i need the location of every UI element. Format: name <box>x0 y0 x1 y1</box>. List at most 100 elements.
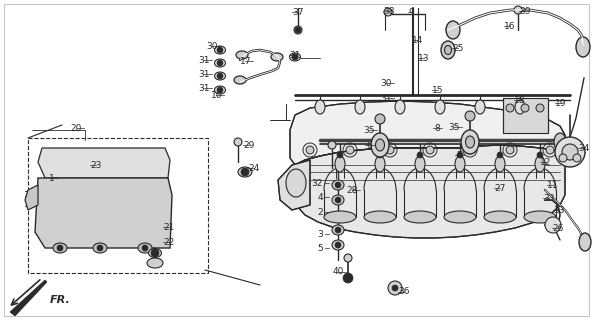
Text: 31: 31 <box>381 93 392 102</box>
Ellipse shape <box>328 141 336 149</box>
Ellipse shape <box>559 154 567 162</box>
Text: 6: 6 <box>366 140 372 149</box>
Text: 17: 17 <box>240 57 251 66</box>
Ellipse shape <box>234 76 246 84</box>
Circle shape <box>217 60 223 66</box>
Circle shape <box>386 146 394 154</box>
Ellipse shape <box>445 45 451 54</box>
Circle shape <box>346 146 354 154</box>
Text: 30: 30 <box>206 42 218 51</box>
Circle shape <box>506 104 514 112</box>
Ellipse shape <box>515 100 525 114</box>
Ellipse shape <box>375 156 385 172</box>
Circle shape <box>377 152 383 158</box>
Ellipse shape <box>332 180 344 190</box>
Circle shape <box>335 197 341 203</box>
Ellipse shape <box>147 258 163 268</box>
Ellipse shape <box>315 100 325 114</box>
Ellipse shape <box>238 167 252 177</box>
Text: 15: 15 <box>432 85 444 94</box>
Text: 7: 7 <box>456 150 462 159</box>
Text: 13: 13 <box>418 53 429 62</box>
Text: 29: 29 <box>243 140 254 149</box>
Circle shape <box>306 146 314 154</box>
Ellipse shape <box>138 243 152 253</box>
Ellipse shape <box>524 211 556 223</box>
Ellipse shape <box>384 8 392 16</box>
Text: 18: 18 <box>514 95 525 105</box>
Bar <box>503 98 548 133</box>
Circle shape <box>335 242 341 248</box>
Text: 40: 40 <box>333 268 344 276</box>
Ellipse shape <box>93 243 107 253</box>
Circle shape <box>457 152 463 158</box>
Ellipse shape <box>364 211 396 223</box>
Circle shape <box>343 273 353 283</box>
Ellipse shape <box>332 195 344 205</box>
Text: 37: 37 <box>292 7 304 17</box>
Ellipse shape <box>535 156 545 172</box>
Polygon shape <box>35 178 172 248</box>
Circle shape <box>388 281 402 295</box>
Ellipse shape <box>324 211 356 223</box>
Circle shape <box>536 104 544 112</box>
Polygon shape <box>10 280 47 316</box>
Circle shape <box>217 73 223 79</box>
Circle shape <box>555 137 585 167</box>
Text: 9: 9 <box>408 7 414 17</box>
Circle shape <box>335 182 341 188</box>
Text: 19: 19 <box>555 99 566 108</box>
Ellipse shape <box>446 21 460 39</box>
Ellipse shape <box>475 100 485 114</box>
Ellipse shape <box>579 233 591 251</box>
Text: 8: 8 <box>434 124 440 132</box>
Text: 33: 33 <box>543 194 554 203</box>
Ellipse shape <box>215 59 225 67</box>
Text: 38: 38 <box>383 6 394 15</box>
Text: 30: 30 <box>381 78 392 87</box>
Circle shape <box>335 227 341 233</box>
Ellipse shape <box>484 211 516 223</box>
Circle shape <box>537 152 543 158</box>
Ellipse shape <box>371 133 389 157</box>
Polygon shape <box>290 101 565 165</box>
Text: 5: 5 <box>317 244 323 252</box>
Circle shape <box>562 144 578 160</box>
Ellipse shape <box>466 136 474 148</box>
Text: 14: 14 <box>412 36 423 44</box>
Text: 26: 26 <box>552 223 563 233</box>
Circle shape <box>217 87 223 93</box>
Text: 12: 12 <box>540 157 551 166</box>
Text: 31: 31 <box>289 51 301 60</box>
Ellipse shape <box>435 100 445 114</box>
Ellipse shape <box>289 53 301 61</box>
Ellipse shape <box>215 46 225 54</box>
Text: 1: 1 <box>49 173 55 182</box>
Ellipse shape <box>332 225 344 235</box>
Polygon shape <box>278 160 310 210</box>
Ellipse shape <box>455 156 465 172</box>
Text: 11: 11 <box>547 180 559 189</box>
Text: 10: 10 <box>211 91 222 100</box>
Text: 20: 20 <box>71 124 82 132</box>
Ellipse shape <box>335 156 345 172</box>
Ellipse shape <box>294 26 302 34</box>
Circle shape <box>417 152 423 158</box>
Text: 16: 16 <box>504 21 515 30</box>
Circle shape <box>142 245 148 251</box>
Ellipse shape <box>576 37 590 57</box>
Ellipse shape <box>404 211 436 223</box>
Ellipse shape <box>332 240 344 250</box>
Text: 35: 35 <box>448 123 460 132</box>
Circle shape <box>521 104 529 112</box>
Text: 4: 4 <box>317 193 323 202</box>
Text: 2: 2 <box>317 207 323 217</box>
Ellipse shape <box>395 100 405 114</box>
Polygon shape <box>292 145 565 238</box>
Circle shape <box>506 146 514 154</box>
Circle shape <box>57 245 63 251</box>
Circle shape <box>217 47 223 53</box>
Text: 21: 21 <box>163 222 174 231</box>
Polygon shape <box>25 185 38 210</box>
Circle shape <box>497 152 503 158</box>
